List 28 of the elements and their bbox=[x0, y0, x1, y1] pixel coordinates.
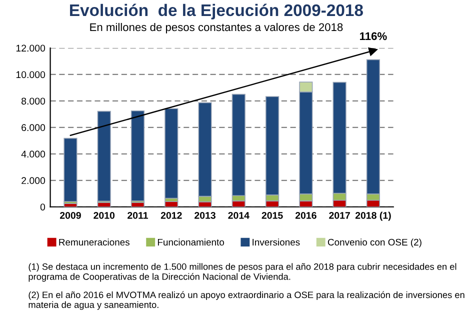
y-tick-label: 10.000 bbox=[16, 71, 46, 78]
x-tick-label: 2011 bbox=[128, 212, 148, 219]
x-tick-label: 2013 bbox=[194, 212, 216, 219]
legend-label: Convenio con OSE (2) bbox=[328, 238, 422, 248]
x-tick-label: 2018 (1) bbox=[355, 212, 391, 221]
legend-label: Inversiones bbox=[252, 238, 300, 246]
chart-title: Evolución de la Ejecución 2009-2018 bbox=[70, 4, 363, 20]
legend-label: Funcionamiento bbox=[158, 238, 224, 246]
x-tick-label: 2017 bbox=[329, 212, 350, 219]
annotation: 116% bbox=[360, 32, 387, 40]
text: (1) Se destaca un incremento de 1.500 millones de pesos para el año 2018 para cubrir necesidades en el programa de Cooperativas de la Dirección Nacional de Vivienda. bbox=[28, 263, 456, 282]
y-tick-label: 2.000 bbox=[22, 177, 46, 184]
chart-subtitle: En millones de pesos constantes a valores de 2018 bbox=[90, 22, 343, 34]
x-tick-label: 2010 bbox=[94, 212, 115, 219]
y-tick-label: 0 bbox=[40, 204, 46, 210]
legend-label: Remuneraciones bbox=[59, 238, 130, 246]
x-tick-label: 2012 bbox=[160, 212, 182, 219]
bar bbox=[164, 108, 178, 199]
y-tick-label: 8.000 bbox=[22, 98, 46, 105]
text: (2) En el año 2016 el MVOTMA realizó un apoyo extraordinario a OSE para la realización de inversiones en materia de agua y saneamiento. bbox=[28, 291, 464, 310]
bar bbox=[64, 138, 78, 202]
y-tick-label: 4.000 bbox=[21, 150, 46, 158]
x-tick-label: 2016 bbox=[295, 212, 316, 219]
x-tick-label: 2009 bbox=[60, 212, 81, 219]
x-tick-label: 2014 bbox=[228, 212, 250, 219]
x-tick-label: 2015 bbox=[262, 212, 283, 219]
y-tick-label: 12.000 bbox=[16, 44, 46, 52]
y-tick-label: 6.000 bbox=[22, 124, 46, 132]
